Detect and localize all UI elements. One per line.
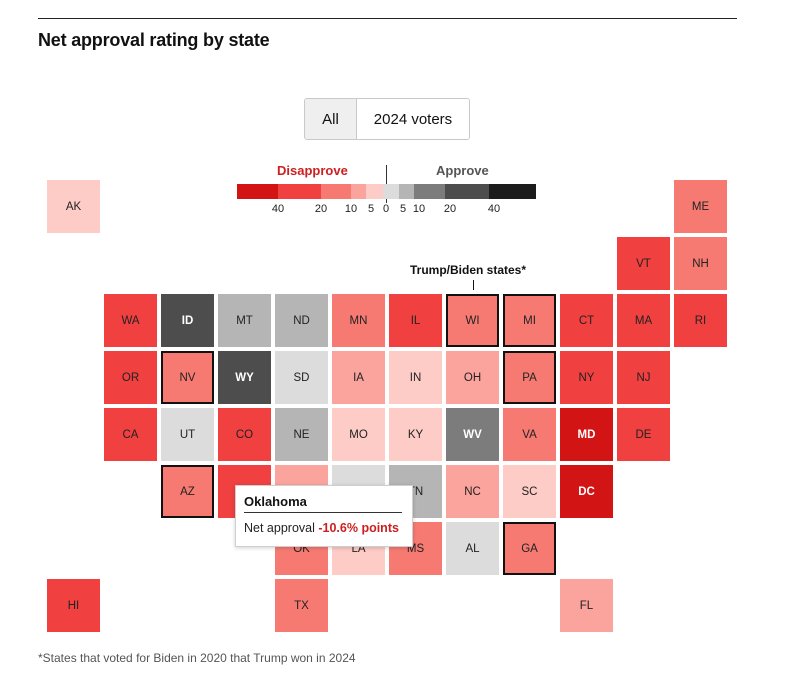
state-tile-nh[interactable]: NH — [674, 237, 727, 290]
state-tile-ga[interactable]: GA — [503, 522, 556, 575]
legend-color-bar — [237, 184, 536, 199]
state-tile-ky[interactable]: KY — [389, 408, 442, 461]
state-tile-wa[interactable]: WA — [104, 294, 157, 347]
legend-swatch — [237, 184, 278, 199]
state-tile-va[interactable]: VA — [503, 408, 556, 461]
state-tile-ca[interactable]: CA — [104, 408, 157, 461]
trump-biden-annotation: Trump/Biden states* — [410, 263, 527, 277]
annotation-bracket — [473, 280, 474, 290]
tooltip-value: -10.6% points — [318, 521, 399, 535]
state-tile-vt[interactable]: VT — [617, 237, 670, 290]
state-tile-il[interactable]: IL — [389, 294, 442, 347]
state-tile-wy[interactable]: WY — [218, 351, 271, 404]
legend-swatch — [399, 184, 414, 199]
state-tile-az[interactable]: AZ — [161, 465, 214, 518]
state-tile-sc[interactable]: SC — [503, 465, 556, 518]
state-tile-al[interactable]: AL — [446, 522, 499, 575]
legend-tick-label: 5 — [367, 203, 375, 215]
tooltip-line: Net approval -10.6% points — [244, 521, 402, 535]
toggle-all-button[interactable]: All — [305, 99, 357, 139]
legend-tick-label: 10 — [344, 203, 358, 215]
legend-tick-label: 40 — [271, 203, 285, 215]
state-tile-mo[interactable]: MO — [332, 408, 385, 461]
legend-swatch — [383, 184, 399, 199]
state-tile-nc[interactable]: NC — [446, 465, 499, 518]
legend-swatch — [489, 184, 536, 199]
toggle-2024-voters-button[interactable]: 2024 voters — [357, 99, 469, 139]
footnote: *States that voted for Biden in 2020 tha… — [38, 651, 356, 665]
legend-tick-label: 20 — [443, 203, 457, 215]
legend-disapprove-label: Disapprove — [277, 163, 348, 178]
state-tile-mn[interactable]: MN — [332, 294, 385, 347]
state-tile-id[interactable]: ID — [161, 294, 214, 347]
state-tile-ny[interactable]: NY — [560, 351, 613, 404]
state-tile-nd[interactable]: ND — [275, 294, 328, 347]
top-rule — [38, 18, 737, 19]
state-tile-in[interactable]: IN — [389, 351, 442, 404]
state-tile-mi[interactable]: MI — [503, 294, 556, 347]
state-tile-me[interactable]: ME — [674, 180, 727, 233]
legend-swatch — [321, 184, 351, 199]
legend-tick-label: 40 — [487, 203, 501, 215]
state-tile-oh[interactable]: OH — [446, 351, 499, 404]
legend-swatch — [366, 184, 383, 199]
state-tile-nj[interactable]: NJ — [617, 351, 670, 404]
legend-tick-label: 20 — [314, 203, 328, 215]
state-tile-or[interactable]: OR — [104, 351, 157, 404]
state-tile-co[interactable]: CO — [218, 408, 271, 461]
state-tile-tx[interactable]: TX — [275, 579, 328, 632]
state-tooltip: Oklahoma Net approval -10.6% points — [235, 485, 413, 547]
legend-swatch — [351, 184, 366, 199]
state-tile-wi[interactable]: WI — [446, 294, 499, 347]
state-tile-sd[interactable]: SD — [275, 351, 328, 404]
state-tile-nv[interactable]: NV — [161, 351, 214, 404]
state-tile-de[interactable]: DE — [617, 408, 670, 461]
tooltip-state-name: Oklahoma — [244, 494, 402, 513]
chart-title: Net approval rating by state — [38, 30, 270, 50]
state-tile-ut[interactable]: UT — [161, 408, 214, 461]
legend-swatch — [445, 184, 489, 199]
state-tile-pa[interactable]: PA — [503, 351, 556, 404]
state-tile-ma[interactable]: MA — [617, 294, 670, 347]
state-tile-hi[interactable]: HI — [47, 579, 100, 632]
legend-swatch — [278, 184, 321, 199]
state-tile-ne[interactable]: NE — [275, 408, 328, 461]
tooltip-prefix: Net approval — [244, 521, 319, 535]
state-tile-ia[interactable]: IA — [332, 351, 385, 404]
state-tile-ak[interactable]: AK — [47, 180, 100, 233]
view-toggle: All 2024 voters — [304, 98, 470, 140]
legend-tick-label: 5 — [399, 203, 407, 215]
legend-swatch — [414, 184, 445, 199]
state-tile-fl[interactable]: FL — [560, 579, 613, 632]
state-tile-md[interactable]: MD — [560, 408, 613, 461]
state-tile-ri[interactable]: RI — [674, 294, 727, 347]
state-tile-wv[interactable]: WV — [446, 408, 499, 461]
state-tile-dc[interactable]: DC — [560, 465, 613, 518]
legend-approve-label: Approve — [436, 163, 489, 178]
state-tile-ct[interactable]: CT — [560, 294, 613, 347]
legend-tick-label: 10 — [412, 203, 426, 215]
legend-tick-label: 0 — [382, 203, 390, 215]
color-legend: Disapprove Approve 40 20 10 5 0 5 10 20 40 — [237, 160, 537, 222]
state-tile-mt[interactable]: MT — [218, 294, 271, 347]
